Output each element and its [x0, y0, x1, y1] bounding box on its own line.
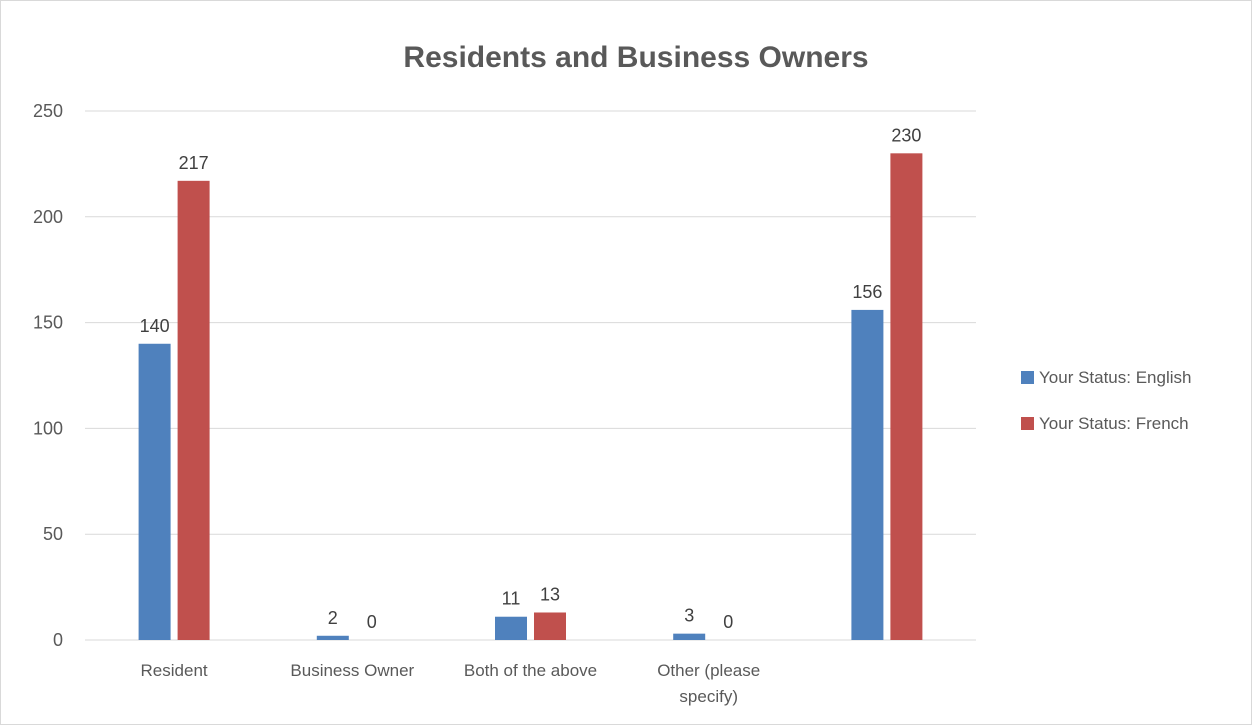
- x-axis-categories: Resident Business Owner Both of the above O…: [141, 661, 761, 706]
- bar-english: [495, 616, 527, 640]
- data-label: 156: [852, 282, 882, 302]
- chart-title: Residents and Business Owners: [403, 41, 868, 74]
- x-category-label: Resident: [141, 661, 208, 680]
- bar-french: [177, 180, 210, 640]
- legend: Your Status: English Your Status: French: [1021, 368, 1191, 433]
- bars: [138, 153, 923, 640]
- y-tick-label: 0: [53, 630, 63, 650]
- data-label: 0: [723, 612, 733, 632]
- bar-english: [316, 635, 349, 640]
- y-tick-label: 150: [33, 313, 63, 333]
- bar-french: [534, 612, 566, 640]
- legend-label: Your Status: French: [1039, 414, 1189, 433]
- legend-label: Your Status: English: [1039, 368, 1191, 387]
- bar-english: [138, 343, 171, 640]
- data-label: 0: [367, 612, 377, 632]
- x-category-label: Business Owner: [290, 661, 414, 680]
- y-tick-label: 250: [33, 101, 63, 121]
- bar-french: [890, 153, 923, 640]
- bar-english: [673, 633, 706, 640]
- data-label: 13: [540, 584, 560, 604]
- bar-english: [851, 309, 884, 640]
- data-label: 3: [684, 606, 694, 626]
- x-category-label: Both of the above: [464, 661, 597, 680]
- y-axis-ticks: 0 50 100 150 200 250: [33, 101, 63, 650]
- y-tick-label: 200: [33, 207, 63, 227]
- gridlines: [85, 110, 976, 641]
- data-label: 11: [502, 589, 521, 609]
- x-category-label: Other (please specify): [657, 661, 760, 706]
- y-tick-label: 50: [43, 524, 63, 544]
- data-labels: 140 2 11 3 156 217 0 13 0 230: [140, 125, 922, 632]
- legend-swatch: [1021, 371, 1034, 384]
- data-label: 230: [891, 125, 921, 145]
- data-label: 2: [328, 608, 338, 628]
- legend-swatch: [1021, 417, 1034, 430]
- data-label: 140: [140, 316, 170, 336]
- y-tick-label: 100: [33, 418, 63, 438]
- data-label: 217: [179, 153, 209, 173]
